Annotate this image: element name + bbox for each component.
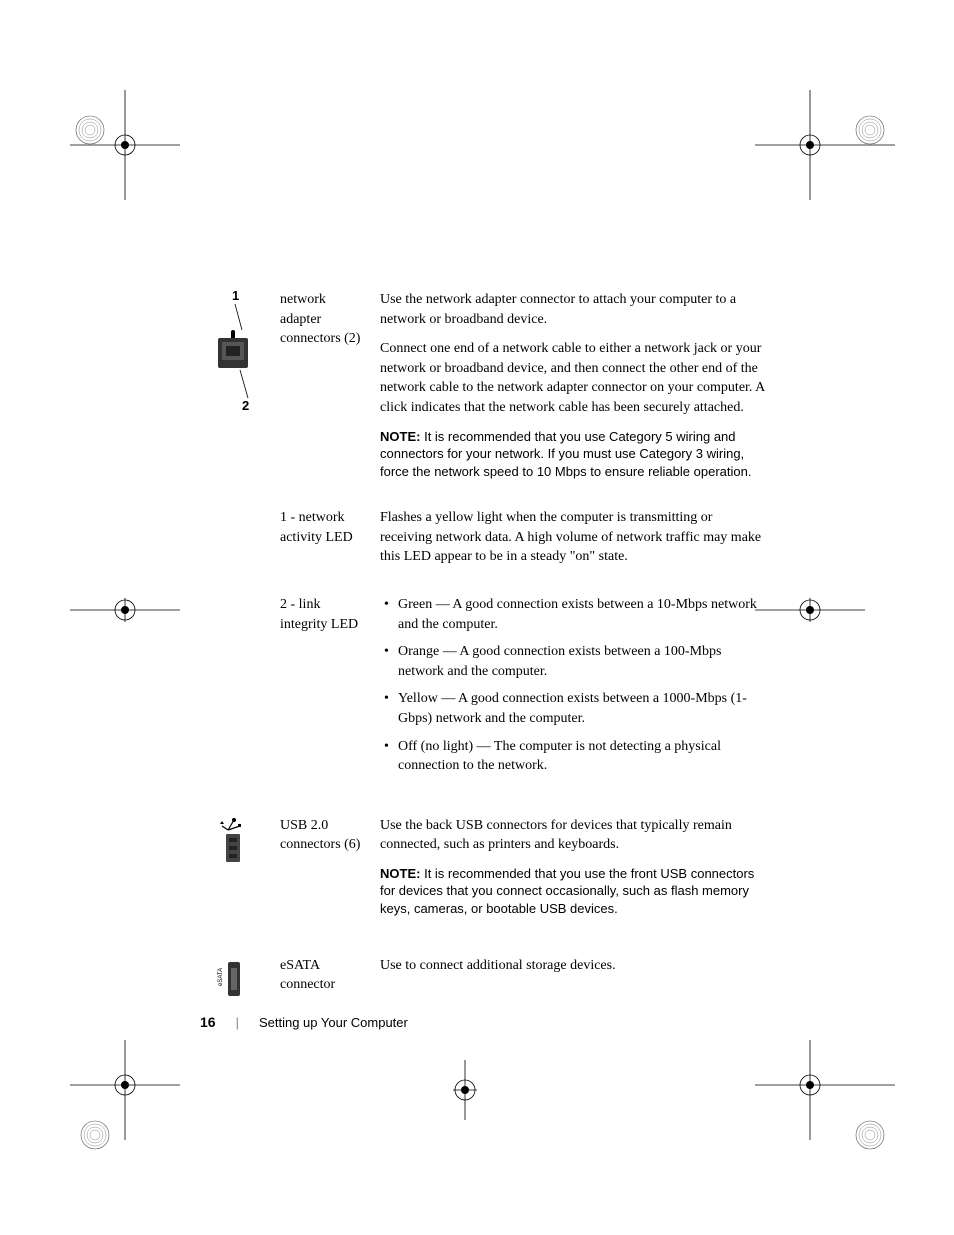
callout-2: 2 <box>242 398 249 413</box>
para: Use to connect additional storage device… <box>380 956 765 976</box>
label-esata: eSATA connector <box>280 956 380 995</box>
note-text: It is recommended that you use Category … <box>380 429 751 479</box>
label-link-integrity: 2 - link integrity LED <box>280 595 380 634</box>
note: NOTE: It is recommended that you use Cat… <box>380 428 765 481</box>
crop-mark-bc <box>410 1060 520 1120</box>
svg-text:eSATA: eSATA <box>218 967 224 985</box>
label-usb: USB 2.0 connectors (6) <box>280 816 380 855</box>
bullet: Orange — A good connection exists betwee… <box>380 642 765 681</box>
row-esata: eSATA eSATA connector Use to connect add… <box>200 956 765 1011</box>
icon-esata: eSATA <box>200 956 280 1011</box>
bullet: Yellow — A good connection exists betwee… <box>380 689 765 728</box>
crop-mark-br <box>755 1040 895 1170</box>
crop-mark-bl <box>70 1040 180 1170</box>
desc-network: Use the network adapter connector to att… <box>380 290 765 490</box>
label-network: network adapter connectors (2) <box>280 290 380 349</box>
crop-mark-ml <box>70 580 180 640</box>
icon-usb <box>200 816 280 871</box>
desc-esata: Use to connect additional storage device… <box>380 956 765 986</box>
para: Use the back USB connectors for devices … <box>380 816 765 855</box>
note-label: NOTE: <box>380 866 420 881</box>
para: Flashes a yellow light when the computer… <box>380 508 765 567</box>
note-label: NOTE: <box>380 429 420 444</box>
row-activity-led: 1 - network activity LED Flashes a yello… <box>200 508 765 577</box>
desc-activity-led: Flashes a yellow light when the computer… <box>380 508 765 577</box>
row-network-adapter: 1 2 network adapter connectors (2) Use t… <box>200 290 765 490</box>
bullet: Green — A good connection exists between… <box>380 595 765 634</box>
page-number: 16 <box>200 1014 216 1030</box>
row-link-integrity: 2 - link integrity LED Green — A good co… <box>200 595 765 784</box>
row-usb: USB 2.0 connectors (6) Use the back USB … <box>200 816 765 928</box>
para: Use the network adapter connector to att… <box>380 290 765 329</box>
section-title: Setting up Your Computer <box>259 1015 408 1030</box>
page-footer: 16 | Setting up Your Computer <box>200 1014 408 1030</box>
footer-divider: | <box>236 1015 239 1030</box>
desc-usb: Use the back USB connectors for devices … <box>380 816 765 928</box>
para: Connect one end of a network cable to ei… <box>380 339 765 417</box>
content-area: 1 2 network adapter connectors (2) Use t… <box>200 290 765 1029</box>
crop-mark-tl <box>70 90 180 200</box>
crop-mark-mr <box>755 580 865 640</box>
crop-mark-tr <box>755 90 895 200</box>
note-text: It is recommended that you use the front… <box>380 866 754 916</box>
note: NOTE: It is recommended that you use the… <box>380 865 765 918</box>
bullet: Off (no light) — The computer is not det… <box>380 737 765 776</box>
desc-link-integrity: Green — A good connection exists between… <box>380 595 765 784</box>
label-activity-led: 1 - network activity LED <box>280 508 380 547</box>
